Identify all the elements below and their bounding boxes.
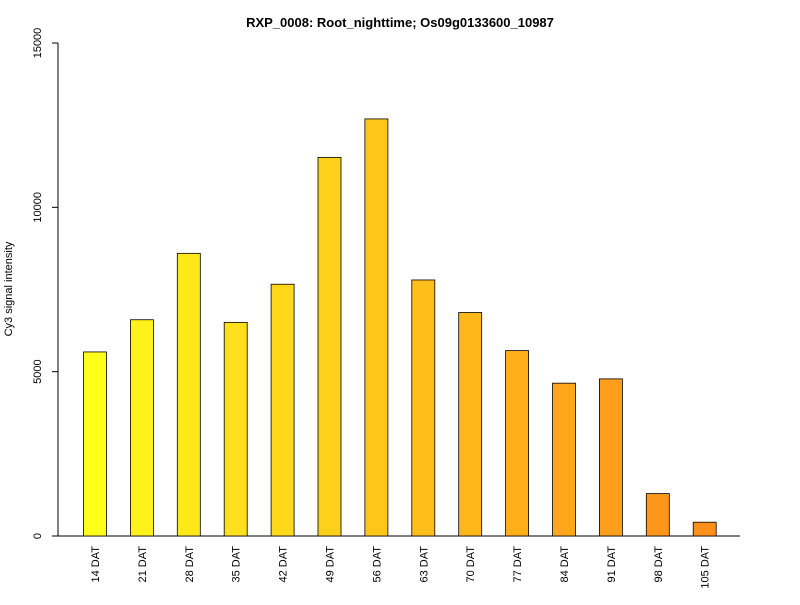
x-tick-label: 91 DAT bbox=[606, 546, 618, 583]
x-tick-label: 84 DAT bbox=[559, 546, 571, 583]
x-tick-label: 28 DAT bbox=[184, 546, 196, 583]
bar bbox=[129, 319, 154, 537]
x-tick-label: 42 DAT bbox=[278, 546, 290, 583]
x-tick-label: 49 DAT bbox=[325, 546, 337, 583]
x-tick-label: 14 DAT bbox=[90, 546, 102, 583]
x-tick-label: 77 DAT bbox=[512, 546, 524, 583]
x-tick-label: 21 DAT bbox=[137, 546, 149, 583]
bar bbox=[692, 521, 717, 537]
bar bbox=[458, 312, 483, 537]
bar bbox=[645, 493, 670, 537]
y-tick-label: 10000 bbox=[32, 192, 44, 223]
y-axis-label: Cy3 signal intensity bbox=[3, 241, 15, 336]
x-tick-label: 56 DAT bbox=[371, 546, 383, 583]
bar bbox=[176, 252, 201, 537]
bar bbox=[317, 156, 342, 537]
bar bbox=[552, 382, 576, 537]
bar bbox=[270, 283, 295, 537]
chart-title: RXP_0008: Root_nighttime; Os09g0133600_1… bbox=[246, 15, 554, 30]
bar bbox=[411, 279, 436, 537]
bar bbox=[223, 321, 248, 537]
bar bbox=[364, 118, 389, 537]
x-tick-label: 98 DAT bbox=[653, 546, 665, 583]
bar bbox=[505, 350, 530, 537]
y-axis: 0 5000 10000 15000 bbox=[32, 28, 59, 539]
x-tick-label: 63 DAT bbox=[418, 546, 430, 583]
y-tick-label: 5000 bbox=[32, 359, 44, 383]
y-tick-label: 15000 bbox=[32, 28, 44, 59]
x-axis: 14 DAT 21 DAT 28 DAT 35 DAT 42 DAT 49 DAT 56 D… bbox=[58, 535, 740, 589]
bar bbox=[83, 351, 107, 537]
x-tick-label: 105 DAT bbox=[700, 546, 712, 589]
y-tick-label: 0 bbox=[32, 533, 44, 539]
bar bbox=[599, 378, 623, 537]
x-tick-label: 35 DAT bbox=[231, 546, 243, 583]
x-tick-label: 70 DAT bbox=[465, 546, 477, 583]
bars bbox=[83, 118, 717, 537]
